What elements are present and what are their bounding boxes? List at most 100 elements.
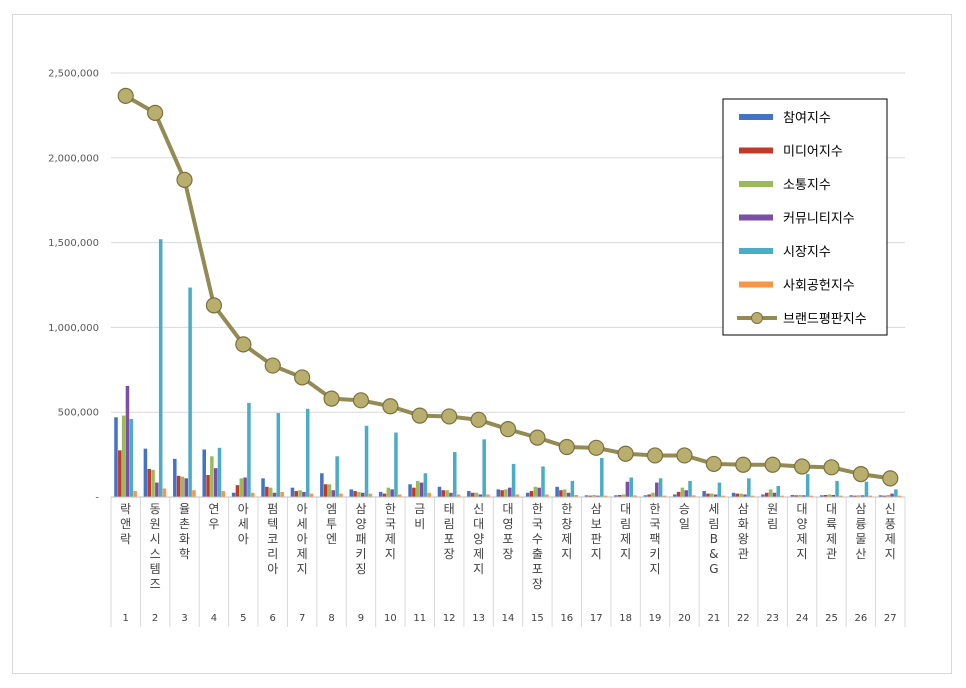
bar-참여지수 <box>349 489 354 497</box>
legend-label: 브랜드평판지수 <box>783 312 867 327</box>
bar-참여지수 <box>378 491 383 497</box>
rank-label: 2 <box>152 613 158 624</box>
bar-series <box>114 239 902 497</box>
category-char: 대 <box>502 502 513 516</box>
legend-swatch <box>739 147 773 154</box>
category-char: 한 <box>650 502 661 516</box>
category-char: 제 <box>473 547 484 561</box>
category-char: 지 <box>561 547 572 561</box>
bar-소통지수 <box>651 492 655 497</box>
bar-소통지수 <box>298 490 302 497</box>
bar-참여지수 <box>761 494 765 497</box>
bar-사회공헌지수 <box>456 494 461 497</box>
bar-사회공헌지수 <box>515 494 520 497</box>
category-char: 국 <box>385 517 396 531</box>
bar-시장지수 <box>453 452 457 497</box>
bar-참여지수 <box>143 448 148 497</box>
bar-참여지수 <box>231 492 236 497</box>
category-char: 앤 <box>120 517 131 531</box>
rank-label: 26 <box>855 613 868 624</box>
rank-label: 19 <box>649 613 662 624</box>
point-브랜드평판지수 <box>735 456 752 473</box>
category-char: 엔 <box>326 532 337 546</box>
category-char: 아 <box>267 562 278 576</box>
category-char: 륙 <box>826 517 837 531</box>
category-char: 삼 <box>355 502 366 516</box>
bar-소통지수 <box>415 480 420 497</box>
bar-소통지수 <box>445 490 449 497</box>
bar-미디어지수 <box>206 474 210 497</box>
bar-사회공헌지수 <box>721 495 726 497</box>
rank-label: 5 <box>240 613 246 624</box>
bar-사회공헌지수 <box>750 495 755 497</box>
bar-시장지수 <box>129 418 134 497</box>
category-char: 출 <box>532 547 543 561</box>
bar-커뮤니티지수 <box>566 492 571 497</box>
bar-커뮤니티지수 <box>713 494 718 497</box>
bar-소통지수 <box>827 494 832 497</box>
legend-swatch <box>739 181 773 187</box>
point-브랜드평판지수 <box>499 421 517 438</box>
bar-참여지수 <box>672 494 677 497</box>
category-char: 템 <box>150 562 161 576</box>
bar-미디어지수 <box>882 495 887 497</box>
category-char: 포 <box>444 532 455 546</box>
point-브랜드평판지수 <box>382 398 399 415</box>
point-브랜드평판지수 <box>646 447 664 464</box>
y-tick-label: 1,000,000 <box>48 323 99 334</box>
bar-사회공헌지수 <box>221 491 226 497</box>
category-char: 영 <box>502 517 513 531</box>
category-char: 보 <box>591 517 602 531</box>
category-char: 양 <box>355 517 366 531</box>
bar-참여지수 <box>525 492 530 497</box>
bar-사회공헌지수 <box>574 494 578 497</box>
bar-소통지수 <box>357 491 361 497</box>
bar-미디어지수 <box>559 490 563 497</box>
category-char: 삼 <box>855 502 866 516</box>
point-브랜드평판지수 <box>705 455 722 473</box>
bar-미디어지수 <box>294 491 299 497</box>
bar-미디어지수 <box>176 475 181 497</box>
bar-사회공헌지수 <box>368 493 373 497</box>
bar-참여지수 <box>320 473 324 497</box>
bar-시장지수 <box>805 474 810 497</box>
bar-사회공헌지수 <box>486 494 490 497</box>
bar-참여지수 <box>878 495 883 497</box>
bar-커뮤니티지수 <box>890 493 894 497</box>
category-char: 지 <box>297 562 308 576</box>
bar-사회공헌지수 <box>897 495 902 497</box>
bar-커뮤니티지수 <box>184 478 189 497</box>
bar-미디어지수 <box>853 495 857 497</box>
category-char: 팩 <box>650 532 661 546</box>
legend-swatch-marker <box>751 312 763 324</box>
point-브랜드평판지수 <box>235 336 252 353</box>
bar-참여지수 <box>790 494 795 497</box>
category-char: 화 <box>738 517 749 531</box>
category-char: 포 <box>532 562 543 576</box>
rank-label: 1 <box>123 613 129 624</box>
bar-참여지수 <box>731 492 736 497</box>
point-브랜드평판지수 <box>264 357 281 374</box>
bar-사회공헌지수 <box>339 493 343 497</box>
category-char: 제 <box>561 532 572 546</box>
bar-소통지수 <box>592 494 596 497</box>
category-char: 승 <box>679 502 690 516</box>
rank-label: 20 <box>678 613 691 624</box>
bar-시장지수 <box>541 466 545 497</box>
bar-소통지수 <box>474 492 479 497</box>
category-char: 락 <box>120 502 131 516</box>
bar-미디어지수 <box>147 469 151 497</box>
point-브랜드평판지수 <box>117 87 134 104</box>
category-char: 양 <box>797 517 808 531</box>
category-char: 신 <box>885 502 896 516</box>
category-char: 리 <box>267 547 278 561</box>
bar-시장지수 <box>482 439 486 497</box>
category-char: 시 <box>150 532 161 546</box>
